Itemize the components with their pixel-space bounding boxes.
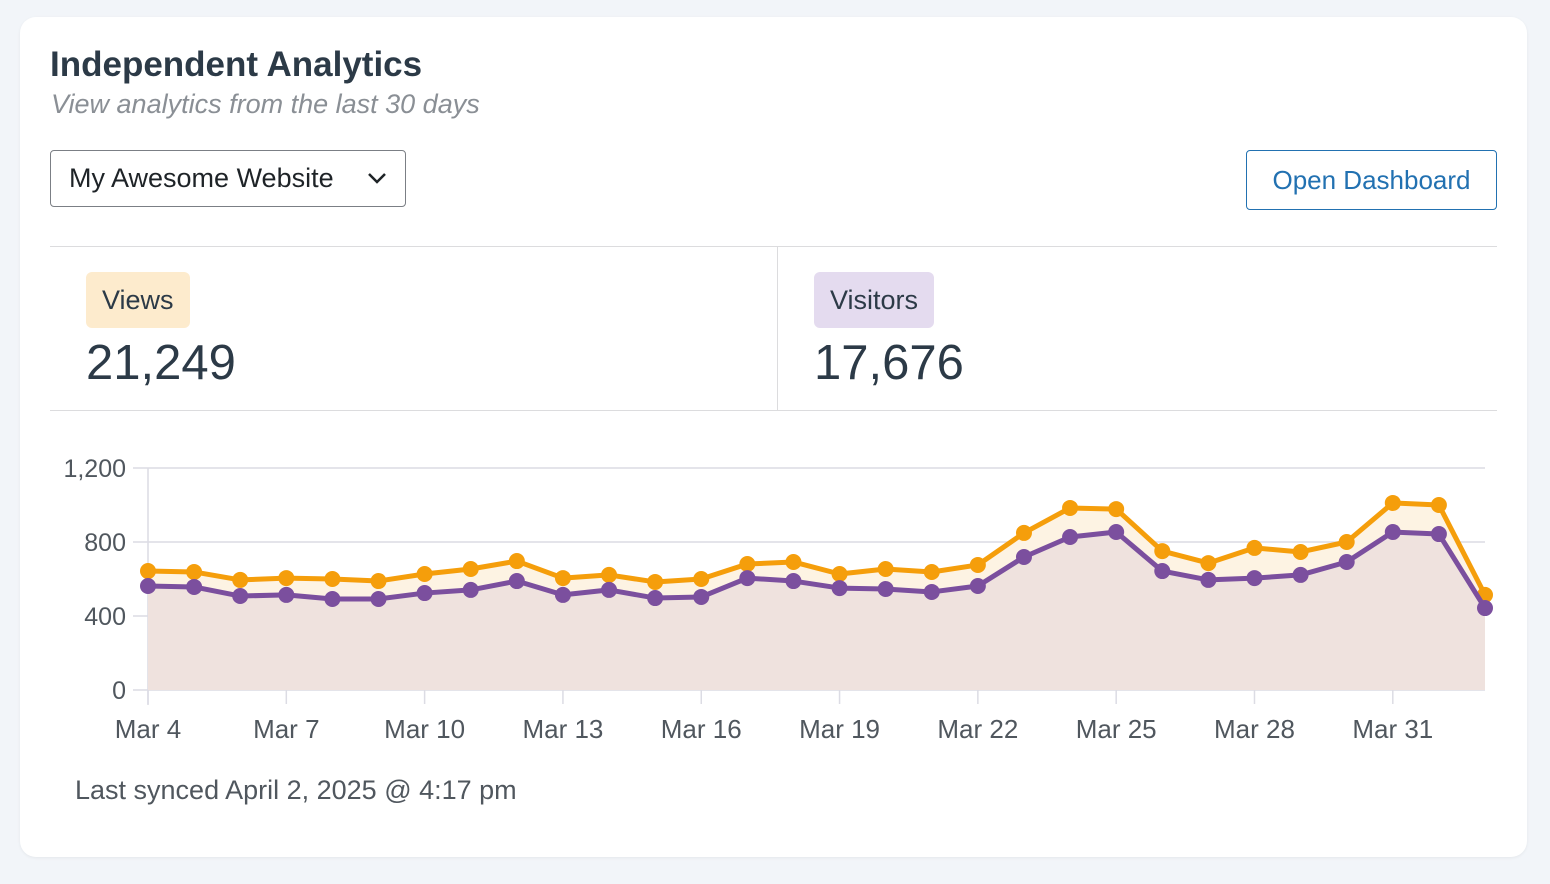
views-badge: Views <box>86 272 190 328</box>
y-tick-label: 800 <box>84 529 126 557</box>
data-point-visitors <box>647 590 664 607</box>
data-point-visitors <box>370 590 387 607</box>
data-point-views <box>1338 534 1355 550</box>
data-point-views <box>785 553 802 570</box>
x-tick-label: Mar 31 <box>1352 714 1433 744</box>
analytics-widget: Independent Analytics View analytics fro… <box>20 17 1527 857</box>
data-point-visitors <box>1062 529 1079 546</box>
data-point-views <box>969 556 986 573</box>
data-point-views <box>601 566 618 583</box>
data-point-views <box>1430 497 1447 513</box>
data-point-visitors <box>140 578 156 595</box>
data-point-views <box>1154 543 1171 560</box>
data-point-visitors <box>508 573 525 590</box>
y-tick-label: 0 <box>112 677 126 705</box>
data-point-visitors <box>462 581 479 598</box>
data-point-views <box>831 566 848 583</box>
x-tick-label: Mar 4 <box>115 714 181 744</box>
data-point-views <box>232 571 249 588</box>
data-point-visitors <box>1200 571 1217 588</box>
data-point-views <box>923 563 940 580</box>
x-tick-label: Mar 19 <box>799 714 880 744</box>
data-point-views <box>370 573 387 590</box>
data-point-views <box>877 561 894 578</box>
last-synced-text: Last synced April 2, 2025 @ 4:17 pm <box>75 775 517 805</box>
data-point-visitors <box>324 590 341 607</box>
data-point-views <box>462 561 479 578</box>
data-point-visitors <box>1384 524 1401 541</box>
widget-title: Independent Analytics <box>50 45 423 84</box>
data-point-visitors <box>969 578 986 595</box>
widget-subtitle: View analytics from the last 30 days <box>51 89 480 119</box>
x-tick-label: Mar 25 <box>1076 714 1157 744</box>
data-point-visitors <box>1154 563 1171 580</box>
data-point-visitors <box>278 586 295 603</box>
data-point-visitors <box>554 586 571 603</box>
data-point-views <box>1108 501 1125 518</box>
stats-row: Views 21,249 Visitors 17,676 <box>50 246 1497 411</box>
data-point-visitors <box>601 581 618 598</box>
x-tick-label: Mar 22 <box>937 714 1018 744</box>
data-point-views <box>508 553 525 570</box>
stat-visitors[interactable]: Visitors 17,676 <box>777 247 1497 410</box>
data-point-visitors <box>1292 566 1309 583</box>
data-point-views <box>416 566 433 583</box>
data-point-views <box>693 571 710 587</box>
data-point-views <box>1062 499 1079 516</box>
chevron-down-icon <box>368 173 386 184</box>
series-area-visitors <box>148 532 1485 690</box>
data-point-views <box>554 570 571 587</box>
data-point-visitors <box>1338 553 1355 570</box>
data-point-visitors <box>1430 526 1447 543</box>
open-dashboard-button[interactable]: Open Dashboard <box>1246 150 1497 210</box>
x-tick-label: Mar 7 <box>253 714 319 744</box>
data-point-visitors <box>1246 570 1263 587</box>
x-tick-label: Mar 16 <box>661 714 742 744</box>
data-point-visitors <box>416 585 433 602</box>
data-point-views <box>324 571 341 587</box>
data-point-views <box>140 563 156 580</box>
data-point-visitors <box>1015 548 1032 565</box>
x-tick-label: Mar 13 <box>522 714 603 744</box>
stat-views[interactable]: Views 21,249 <box>50 247 777 410</box>
data-point-views <box>1246 539 1263 556</box>
data-point-visitors <box>186 578 203 595</box>
visitors-badge: Visitors <box>814 272 935 328</box>
data-point-visitors <box>739 570 756 587</box>
data-point-views <box>1292 543 1309 560</box>
data-point-visitors <box>785 573 802 590</box>
views-value: 21,249 <box>86 336 236 390</box>
data-point-views <box>186 563 203 580</box>
site-select-value: My Awesome Website <box>69 163 334 193</box>
data-point-views <box>278 570 295 587</box>
views-visitors-chart: 0 400 800 1,200 Mar 4 Mar 7 Mar 10 Mar 13 Mar 16… <box>63 455 1493 744</box>
data-point-visitors <box>693 588 710 605</box>
x-tick-label: Mar 28 <box>1214 714 1295 744</box>
data-point-visitors <box>831 580 848 597</box>
data-point-visitors <box>923 583 940 600</box>
data-point-views <box>1015 524 1032 541</box>
data-point-visitors <box>877 580 894 597</box>
data-point-visitors <box>1108 524 1125 541</box>
visitors-value: 17,676 <box>814 336 964 390</box>
site-select[interactable]: My Awesome Website <box>50 150 406 207</box>
data-point-views <box>647 573 664 590</box>
data-point-views <box>739 556 756 573</box>
data-point-views <box>1200 555 1217 572</box>
data-point-views <box>1384 494 1401 511</box>
y-tick-label: 400 <box>84 603 126 631</box>
data-point-visitors <box>232 588 249 605</box>
x-tick-label: Mar 10 <box>384 714 465 744</box>
y-tick-label: 1,200 <box>63 455 126 483</box>
data-point-visitors <box>1477 600 1493 617</box>
